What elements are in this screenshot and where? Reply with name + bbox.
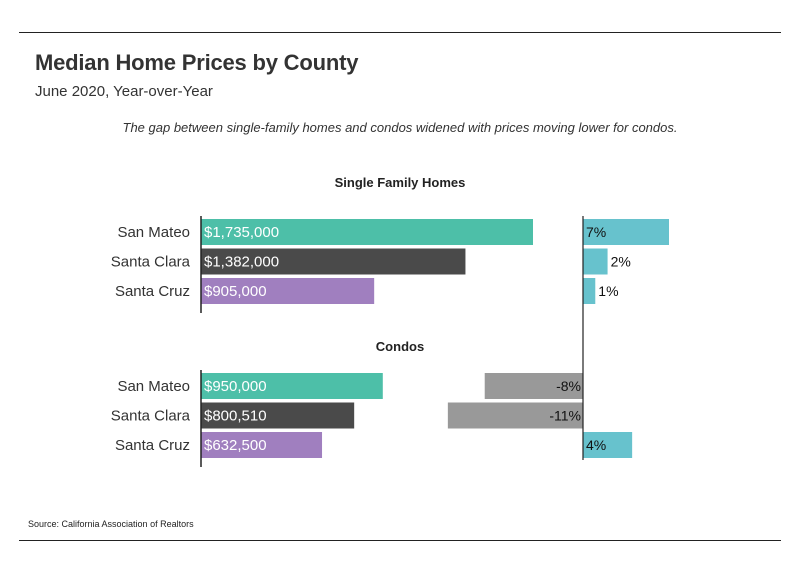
condo-pct-label-santa-clara: -11% (549, 408, 581, 424)
top-rule (19, 32, 781, 33)
condo-label-santa-clara: Santa Clara (111, 408, 191, 425)
sfh-price-bar-santa-clara (201, 248, 466, 275)
sfh-pct-bar-san-mateo (583, 219, 669, 245)
bottom-rule (19, 540, 781, 541)
sfh-price-label-santa-cruz: $905,000 (204, 283, 267, 300)
chart-note: The gap between single-family homes and … (122, 120, 678, 135)
condo-price-label-santa-cruz: $632,500 (204, 437, 267, 454)
condo-price-label-san-mateo: $950,000 (204, 378, 267, 395)
sfh-pct-label-santa-cruz: 1% (598, 283, 618, 299)
sfh-price-bar-santa-cruz (201, 278, 375, 304)
condo-price-label-santa-clara: $800,510 (204, 408, 267, 425)
sfh-price-label-san-mateo: $1,735,000 (204, 224, 279, 241)
sfh-label-santa-clara: Santa Clara (111, 254, 191, 271)
condo-price-bar-santa-cruz (201, 432, 323, 458)
sfh-pct-bar-santa-cruz (583, 278, 596, 304)
condo-pct-label-san-mateo: -8% (556, 378, 581, 394)
condo-label-santa-cruz: Santa Cruz (115, 437, 190, 454)
source-note: Source: California Association of Realto… (28, 519, 194, 529)
condo-price-bar-santa-clara (201, 402, 355, 429)
sfh-pct-label-santa-clara: 2% (611, 254, 631, 270)
sfh-price-bar-san-mateo (201, 219, 533, 245)
chart-subtitle: June 2020, Year-over-Year (35, 83, 213, 100)
condo-section-title: Condos (376, 339, 424, 354)
condo-pct-bar-santa-clara (447, 402, 583, 429)
condo-pct-label-santa-cruz: 4% (586, 437, 606, 453)
condo-price-bar-san-mateo (201, 373, 383, 399)
condo-label-san-mateo: San Mateo (117, 378, 190, 395)
sfh-label-santa-cruz: Santa Cruz (115, 283, 190, 300)
sfh-pct-label-san-mateo: 7% (586, 224, 606, 240)
chart-title: Median Home Prices by County (35, 50, 359, 75)
sfh-price-label-santa-clara: $1,382,000 (204, 254, 279, 271)
sfh-pct-bar-santa-clara (583, 248, 608, 275)
condo-pct-bar-san-mateo (484, 373, 583, 399)
sfh-section-title: Single Family Homes (335, 175, 466, 190)
sfh-label-san-mateo: San Mateo (117, 224, 190, 241)
condo-pct-bar-santa-cruz (583, 432, 633, 458)
